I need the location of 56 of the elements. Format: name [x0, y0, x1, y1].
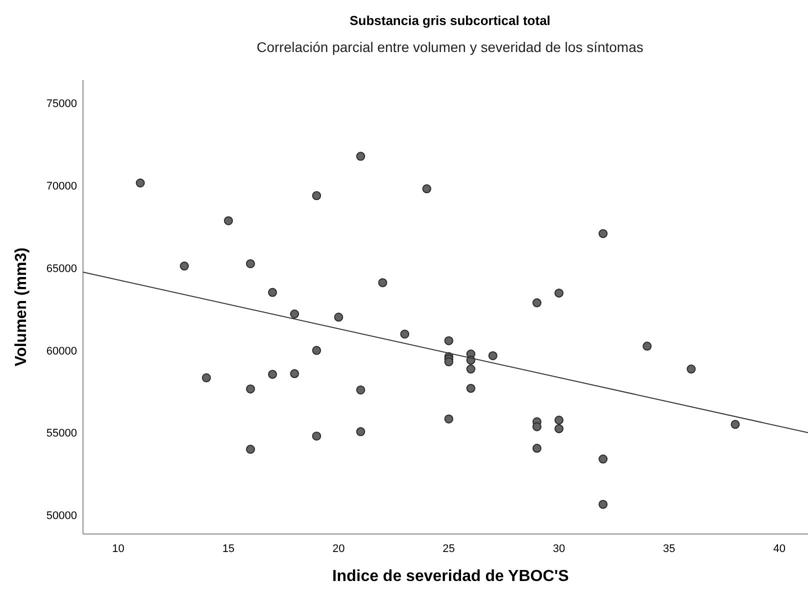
point: [312, 191, 322, 200]
point: [378, 278, 388, 288]
chart-subtitle: Correlación parcial entre volumen y severidad de los síntomas: [256, 39, 644, 55]
point: [598, 229, 608, 238]
point: [730, 420, 740, 429]
y-tick-label: 75000: [46, 98, 77, 110]
point: [356, 427, 366, 436]
point: [246, 444, 255, 454]
point: [554, 424, 564, 434]
y-tick-label: 65000: [46, 262, 77, 275]
point: [180, 262, 189, 271]
point: [246, 384, 255, 394]
point: [202, 373, 211, 382]
point: [290, 369, 300, 378]
y-axis-title: Volumen (mm3): [13, 248, 30, 366]
point: [532, 444, 542, 453]
point: [268, 370, 278, 379]
point: [290, 310, 300, 319]
point: [356, 385, 366, 394]
point: [268, 288, 278, 297]
point: [598, 454, 608, 464]
point: [312, 432, 322, 441]
point: [598, 500, 608, 509]
point: [444, 414, 454, 424]
point: [136, 178, 145, 188]
point: [246, 259, 255, 268]
y-tick-label: 60000: [46, 345, 77, 358]
point: [312, 346, 322, 355]
chart-title: Substancia gris subcortical total: [350, 13, 550, 28]
y-tick-label: 55000: [46, 428, 77, 440]
point: [532, 422, 542, 432]
x-tick-label: 40: [773, 543, 786, 555]
point: [224, 216, 233, 226]
x-tick-label: 10: [112, 543, 124, 555]
point: [532, 298, 542, 308]
point: [488, 351, 498, 360]
point: [400, 330, 410, 339]
point: [356, 152, 366, 161]
point: [444, 336, 454, 346]
point: [466, 384, 476, 393]
point: [422, 184, 432, 194]
point: [642, 342, 652, 351]
point: [554, 288, 564, 298]
x-tick-label: 20: [332, 543, 345, 555]
y-tick-label: 50000: [46, 510, 77, 522]
point: [466, 364, 476, 374]
point: [554, 416, 564, 425]
x-tick-label: 30: [552, 543, 566, 555]
y-tick-label: 70000: [46, 180, 77, 192]
x-tick-label: 35: [663, 543, 676, 555]
x-tick-label: 25: [442, 543, 455, 555]
point: [444, 357, 454, 366]
x-tick-label: 15: [222, 543, 235, 555]
point: [334, 312, 344, 322]
point: [686, 364, 696, 374]
x-axis-title: Indice de severidad de YBOC'S: [332, 568, 570, 585]
